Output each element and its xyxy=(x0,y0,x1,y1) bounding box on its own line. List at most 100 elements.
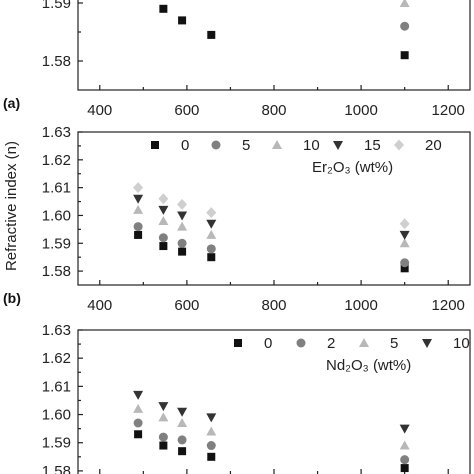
legend-marker xyxy=(234,339,242,347)
data-point xyxy=(158,216,169,226)
data-point xyxy=(400,21,410,31)
y-tick-label: 1.63 xyxy=(42,124,71,141)
legend-marker xyxy=(394,139,404,151)
data-point xyxy=(133,204,144,214)
data-point xyxy=(158,193,169,205)
legend-marker xyxy=(211,140,221,150)
data-point xyxy=(399,0,410,7)
data-point xyxy=(400,464,409,473)
data-point xyxy=(134,230,143,239)
legend-label: 5 xyxy=(242,137,250,154)
legend-label: 5 xyxy=(390,335,398,352)
legend-marker xyxy=(359,338,369,347)
y-tick-label: 1.60 xyxy=(42,407,71,424)
data-point xyxy=(158,233,168,243)
data-point xyxy=(206,229,217,239)
x-tick-label: 600 xyxy=(174,102,199,119)
data-point xyxy=(177,221,188,231)
legend-title: Er₂O₃ (wt%) xyxy=(312,159,393,176)
y-tick-label: 1.59 xyxy=(42,0,71,12)
legend-label: 2 xyxy=(327,335,335,352)
y-tick-label: 1.61 xyxy=(42,378,71,395)
data-point xyxy=(177,211,188,221)
plot-frame xyxy=(77,329,471,474)
legend-marker xyxy=(333,141,343,150)
data-point xyxy=(159,4,168,13)
legend-label: 0 xyxy=(264,335,272,352)
data-point xyxy=(133,222,143,232)
data-point xyxy=(399,238,410,248)
data-point xyxy=(177,198,188,210)
legend-marker xyxy=(422,339,432,348)
data-point xyxy=(400,264,409,273)
data-point xyxy=(133,182,144,194)
data-point xyxy=(178,447,187,456)
legend-label: 20 xyxy=(425,137,442,154)
data-point xyxy=(400,51,409,60)
legend-title: Nd₂O₃ (wt%) xyxy=(326,357,411,374)
data-point xyxy=(399,440,410,450)
y-tick-label: 1.58 xyxy=(42,263,71,280)
y-tick-label: 1.59 xyxy=(42,435,71,452)
data-point xyxy=(206,441,216,451)
data-point xyxy=(178,247,187,256)
x-tick-label: 600 xyxy=(174,297,199,314)
data-point xyxy=(399,424,410,434)
data-point xyxy=(158,205,169,215)
legend-label: 0 xyxy=(181,137,189,154)
data-point xyxy=(159,242,168,251)
legend-marker xyxy=(151,141,159,149)
x-tick-label: 1200 xyxy=(432,102,465,119)
legend-label: 15 xyxy=(364,137,381,154)
chart-panel-3: 1.58 1.59 1.60 1.61 1.62 1.63 0 2 5 10 Nd₂O₃ (wt%) xyxy=(42,322,471,474)
data-point xyxy=(177,407,188,417)
data-point xyxy=(207,452,216,461)
data-point xyxy=(400,258,410,268)
data-point xyxy=(159,441,168,450)
y-tick-label: 1.58 xyxy=(42,463,71,474)
y-tick-label: 1.62 xyxy=(42,152,71,169)
y-tick-label: 1.63 xyxy=(42,322,71,339)
data-point xyxy=(207,253,216,262)
x-tick-label: 400 xyxy=(87,102,112,119)
legend-label: 10 xyxy=(453,335,470,352)
data-point xyxy=(133,194,144,204)
data-point xyxy=(133,403,144,413)
data-point xyxy=(177,435,187,445)
data-point xyxy=(206,207,217,219)
x-tick-label: 1200 xyxy=(432,297,465,314)
legend-marker xyxy=(296,338,306,348)
data-point xyxy=(399,218,410,230)
data-point xyxy=(158,432,168,442)
y-tick-label: 1.62 xyxy=(42,350,71,367)
data-point xyxy=(400,455,410,465)
plot-frame xyxy=(77,0,471,91)
data-point xyxy=(399,230,410,240)
data-point xyxy=(133,418,143,428)
data-point xyxy=(133,390,144,400)
data-point xyxy=(206,426,217,436)
legend-marker xyxy=(272,140,282,149)
data-point xyxy=(177,418,188,427)
chart-panel-2: 400 600 800 1000 1200 1.58 1.59 1.60 1.61 1.62 1.6… xyxy=(3,124,471,314)
data-point xyxy=(206,244,216,254)
data-point xyxy=(178,16,187,25)
x-tick-label: 400 xyxy=(87,297,112,314)
data-point xyxy=(206,413,217,423)
legend-label: 10 xyxy=(303,137,320,154)
data-point xyxy=(158,412,169,422)
data-point xyxy=(207,30,216,39)
x-tick-label: 1000 xyxy=(344,297,377,314)
data-point xyxy=(134,430,143,439)
x-tick-label: 1000 xyxy=(344,102,377,119)
panel-label: (a) xyxy=(3,95,20,111)
y-tick-label: 1.60 xyxy=(42,207,71,224)
y-tick-label: 1.61 xyxy=(42,180,71,197)
y-tick-label: 1.58 xyxy=(42,53,71,70)
x-tick-label: 800 xyxy=(261,102,286,119)
x-tick-label: 800 xyxy=(261,297,286,314)
data-point xyxy=(177,238,187,248)
y-tick-label: 1.59 xyxy=(42,235,71,252)
